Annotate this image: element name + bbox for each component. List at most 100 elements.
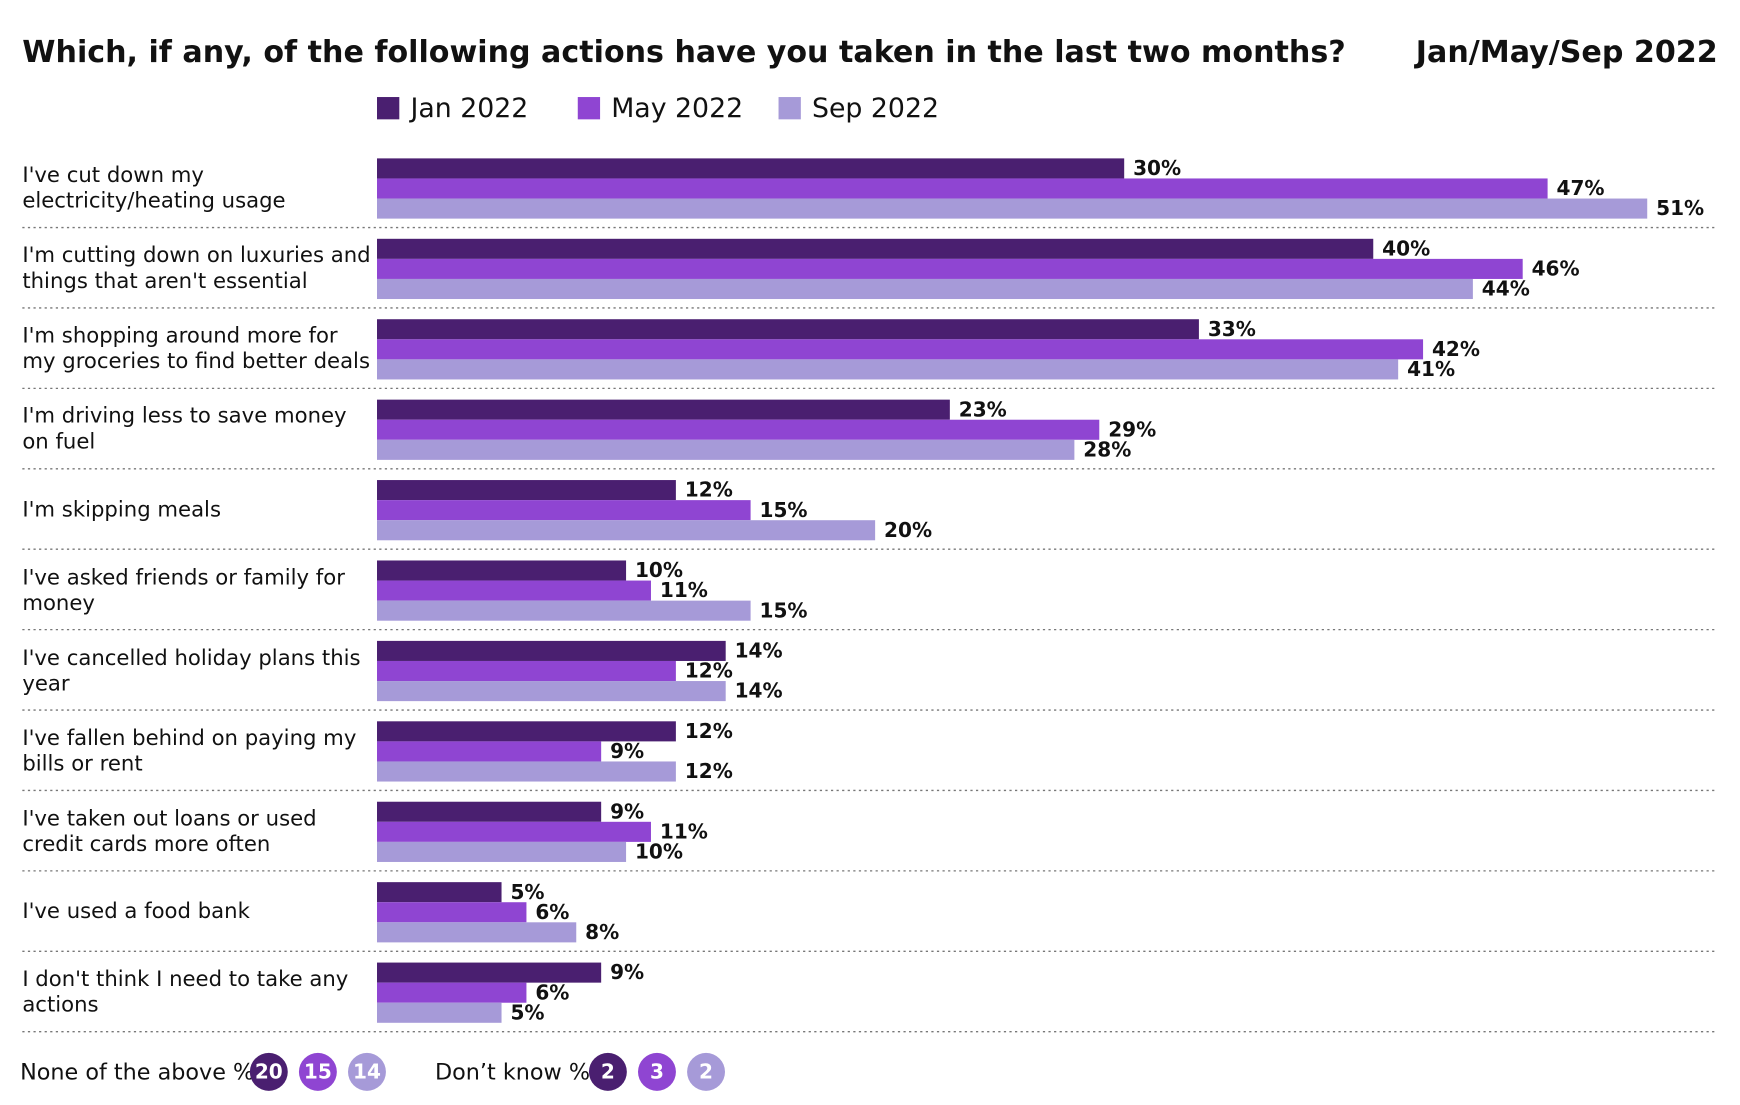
bar	[377, 741, 602, 762]
category-label-box: I've taken out loans or used credit card…	[22, 806, 317, 857]
bar	[377, 500, 751, 521]
category-label-box: I'm shopping around more for my grocerie…	[22, 323, 370, 374]
bar	[377, 319, 1199, 340]
bar	[377, 761, 676, 782]
bar	[377, 882, 502, 903]
footer-label: None of the above %	[20, 1059, 254, 1085]
category-label: I've fallen behind on paying my bills or…	[22, 725, 357, 776]
footer-badge	[298, 1052, 337, 1091]
data-label: 44%	[1482, 277, 1530, 301]
footer-value: 14	[353, 1059, 381, 1083]
category-label: I've cut down my electricity/heating usa…	[22, 162, 286, 214]
data-label: 10%	[635, 558, 683, 582]
data-label: 12%	[685, 478, 733, 502]
bar	[377, 258, 1523, 279]
chart-subtitle: Jan/May/Sep 2022	[1414, 35, 1718, 70]
bar	[377, 600, 751, 621]
category-label-box: I've cut down my electricity/heating usa…	[22, 162, 286, 214]
bar	[377, 821, 651, 842]
bar	[377, 1002, 502, 1023]
legend-swatch	[778, 97, 801, 120]
bar	[377, 962, 602, 983]
bar	[377, 238, 1374, 259]
data-label: 12%	[685, 659, 733, 683]
data-label: 30%	[1133, 156, 1181, 180]
category-label: I've cancelled holiday plans this year	[22, 645, 361, 696]
footer-badge	[348, 1052, 386, 1091]
data-label: 5%	[510, 880, 544, 904]
data-label: 47%	[1557, 176, 1605, 200]
category-label: I've taken out loans or used credit card…	[22, 806, 317, 857]
bar	[377, 922, 577, 943]
bar	[377, 480, 676, 501]
category-label: I'm driving less to save money on fuel	[22, 404, 347, 455]
category-label-box: I've asked friends or family for money	[22, 564, 345, 616]
bar	[377, 841, 627, 862]
footer-value: 2	[601, 1059, 615, 1083]
category-label: I'm shopping around more for my grocerie…	[22, 323, 370, 374]
bar	[377, 801, 602, 822]
bar	[377, 660, 676, 682]
bar	[377, 178, 1548, 199]
data-label: 9%	[610, 799, 644, 823]
category-label: I'm cutting down on luxuries and things …	[22, 243, 371, 294]
data-label: 11%	[660, 578, 708, 602]
footer-label: Don’t know %	[435, 1059, 590, 1085]
category-label: I've asked friends or family for money	[22, 564, 345, 616]
chart-title: Which, if any, of the following actions …	[22, 35, 1345, 70]
data-label: 12%	[685, 719, 733, 743]
category-label: I've used a food bank	[22, 899, 250, 924]
footer-value: 3	[650, 1059, 664, 1083]
bar	[377, 198, 1648, 219]
data-label: 15%	[760, 498, 808, 522]
legend-swatch	[377, 97, 400, 120]
legend-label: Sep 2022	[812, 93, 939, 124]
footer-value: 20	[255, 1059, 283, 1083]
footer-value: 15	[304, 1059, 332, 1083]
footer-badge	[588, 1052, 627, 1091]
category-label-box: I don't think I need to take any actions	[22, 967, 349, 1018]
data-label: 8%	[585, 920, 619, 944]
data-label: 41%	[1407, 357, 1455, 381]
legend-label: May 2022	[611, 93, 743, 124]
bar	[377, 681, 726, 702]
data-label: 42%	[1432, 337, 1480, 361]
data-label: 46%	[1532, 257, 1580, 281]
data-label: 15%	[760, 598, 808, 622]
data-label: 33%	[1208, 317, 1256, 341]
data-label: 40%	[1382, 236, 1430, 260]
category-label-box: I've fallen behind on paying my bills or…	[22, 725, 357, 776]
category-label-box: I've used a food bank	[22, 899, 250, 924]
data-label: 9%	[610, 739, 644, 763]
data-label: 11%	[660, 819, 708, 843]
category-label: I'm skipping meals	[22, 497, 221, 522]
data-label: 6%	[535, 900, 569, 924]
data-label: 14%	[735, 639, 783, 663]
bar	[377, 560, 627, 581]
bar	[377, 721, 676, 742]
legend-swatch	[577, 97, 601, 120]
data-label: 12%	[685, 759, 733, 783]
data-label: 5%	[510, 1000, 544, 1024]
category-label: I don't think I need to take any actions	[22, 967, 349, 1018]
data-label: 9%	[610, 960, 644, 984]
bar	[377, 982, 527, 1003]
bar	[377, 339, 1424, 360]
footer-badge	[638, 1052, 676, 1091]
bar	[377, 580, 651, 601]
category-label-box: I'm cutting down on luxuries and things …	[22, 243, 371, 294]
bar	[377, 902, 527, 923]
bar	[377, 640, 726, 661]
bar	[377, 419, 1100, 440]
category-label-box: I'm skipping meals	[22, 497, 221, 522]
footer-value: 2	[699, 1059, 713, 1083]
data-label: 28%	[1083, 437, 1131, 461]
footer-badge	[249, 1052, 288, 1091]
data-label: 10%	[635, 840, 683, 864]
data-label: 14%	[735, 679, 783, 703]
data-label: 29%	[1108, 417, 1156, 441]
bar	[377, 399, 950, 420]
legend-label: Jan 2022	[408, 93, 528, 124]
